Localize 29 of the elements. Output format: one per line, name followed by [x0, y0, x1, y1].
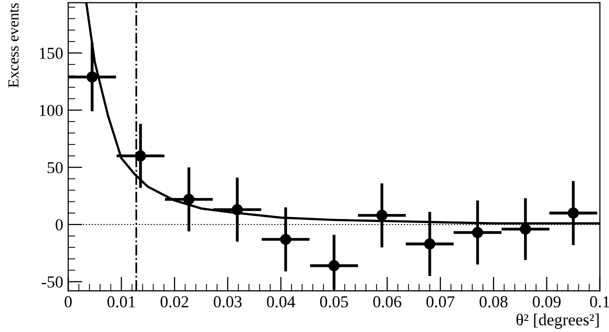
point	[328, 260, 340, 272]
x-tick-label: 0.01	[107, 296, 135, 308]
point	[520, 224, 531, 235]
point	[232, 204, 243, 216]
point	[568, 208, 579, 219]
y-tick-label: 100	[40, 104, 63, 116]
x-tick-label: 0.04	[266, 296, 296, 308]
x-tick-label: 0.03	[214, 296, 242, 308]
y-tick-label: 0	[56, 219, 63, 230]
point	[376, 210, 388, 221]
x-tick-label: 0.07	[426, 296, 454, 308]
point	[424, 238, 436, 250]
point	[86, 71, 98, 83]
x-tick-label: 0.09	[532, 296, 561, 308]
point	[280, 234, 292, 245]
y-axis-title: Excess events	[8, 3, 19, 88]
x-tick-label: 0.02	[160, 296, 188, 308]
y-tick-label: 150	[40, 48, 63, 59]
point	[183, 194, 194, 205]
y-tick-label: 50	[48, 162, 63, 174]
x-tick-label: 0.08	[480, 296, 508, 308]
y-tick-label: -50	[42, 276, 63, 288]
x-tick-label: 0.06	[373, 296, 402, 308]
x-tick-label: 0.1	[590, 296, 609, 308]
point	[472, 226, 484, 238]
x-axis-title: θ² [degrees²]	[516, 314, 599, 329]
point	[134, 150, 146, 162]
x-tick-label: 0.05	[320, 296, 348, 308]
x-tick-label: 0	[64, 296, 72, 308]
